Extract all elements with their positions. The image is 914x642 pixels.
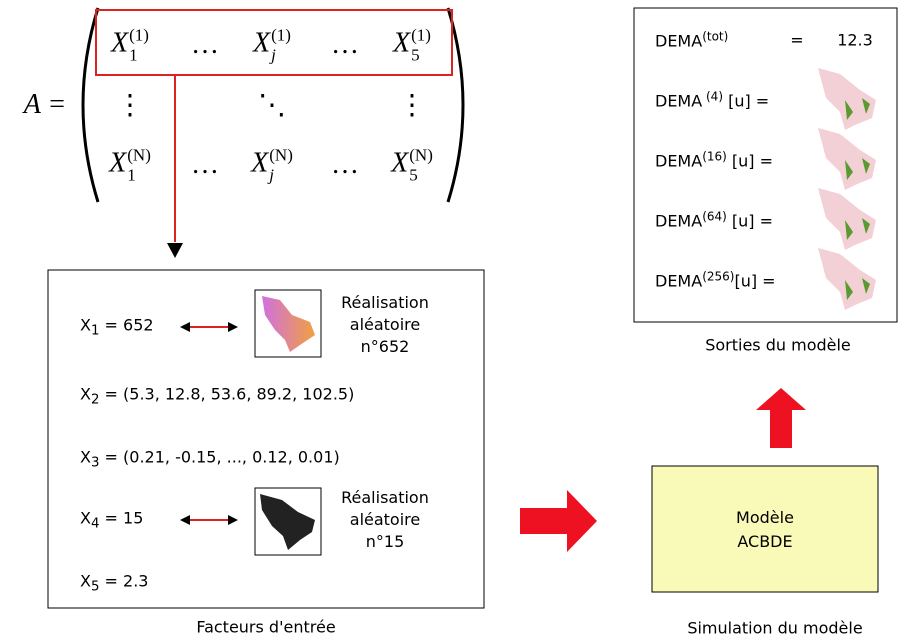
entry-indices: (1)j (271, 25, 291, 64)
factor-name: X (80, 571, 91, 590)
entry-sub: 1 (127, 165, 151, 185)
entry-sub: 5 (411, 45, 431, 65)
matrix-entry: X(N)1 (109, 145, 151, 184)
matrix-dots: … (191, 149, 219, 181)
output-exponent: (256) (702, 269, 734, 283)
entry-sup: (N) (127, 145, 151, 165)
entry-indices: (N)5 (409, 145, 433, 184)
output-value: 12.3 (837, 31, 873, 50)
input-factor: X4 = 15 (80, 508, 143, 531)
matrix-dots: … (191, 29, 219, 61)
output-exponent: (16) (702, 149, 727, 163)
model-label-line: ACBDE (736, 530, 794, 554)
entry-indices: (1)5 (411, 25, 431, 64)
model-caption: Simulation du modèle (687, 619, 862, 638)
entry-sub: 5 (409, 165, 433, 185)
entry-sup: (N) (409, 145, 433, 165)
image-label-line: aléatoire (341, 314, 429, 336)
entry-base: X (111, 27, 128, 58)
image-label-line: n°15 (341, 531, 429, 553)
matrix-entry: X(1)j (253, 25, 291, 64)
output-unit: [u] = (734, 272, 775, 291)
factor-value: = 2.3 (99, 571, 148, 590)
factor-name: X (80, 508, 91, 527)
factor-name: X (80, 447, 91, 466)
matrix-dots: ⋱ (258, 88, 286, 122)
output-row: DEMA(tot) (655, 29, 728, 50)
image-label-line: aléatoire (341, 509, 429, 531)
matrix-lhs: A = (24, 89, 67, 121)
output-unit: [u] = (727, 212, 773, 231)
output-row: DEMA(16) [u] = (655, 149, 773, 170)
matrix-dots: ⋮ (116, 88, 144, 122)
output-name: DEMA (655, 272, 702, 291)
output-name: DEMA (655, 212, 702, 231)
factor-name: X (80, 315, 91, 334)
output-row: DEMA(256)[u] = (655, 269, 776, 290)
entry-sub: j (271, 45, 291, 65)
up-arrow (756, 388, 806, 448)
factor-name: X (80, 384, 91, 403)
entry-sub: j (269, 165, 293, 185)
double-arrow (180, 515, 238, 525)
input-factor: X1 = 652 (80, 315, 154, 338)
output-exponent: (4) (702, 89, 723, 103)
outputs-caption: Sorties du modèle (705, 336, 851, 355)
input-factor: X2 = (5.3, 12.8, 53.6, 89.2, 102.5) (80, 384, 354, 407)
right-arrow (520, 490, 597, 552)
image-label-line: n°652 (341, 336, 429, 358)
entry-indices: (N)j (269, 145, 293, 184)
matrix-entry: X(N)5 (391, 145, 433, 184)
output-name: DEMA (655, 152, 702, 171)
matrix-dots: … (331, 29, 359, 61)
input-factor: X3 = (0.21, -0.15, ..., 0.12, 0.01) (80, 447, 340, 470)
matrix-dots: ⋮ (398, 88, 426, 122)
output-equals: = (790, 31, 803, 50)
output-name: DEMA (655, 92, 702, 111)
matrix-entry: X(1)1 (111, 25, 149, 64)
arrow-head (167, 243, 183, 258)
entry-indices: (N)1 (127, 145, 151, 184)
entry-base: X (109, 147, 126, 178)
matrix-entry: X(1)5 (393, 25, 431, 64)
output-name: DEMA (655, 32, 702, 51)
input-factor: X5 = 2.3 (80, 571, 148, 594)
double-arrow (180, 322, 238, 332)
entry-sub: 1 (129, 45, 149, 65)
entry-sup: (1) (271, 25, 291, 45)
entry-sup: (N) (269, 145, 293, 165)
entry-base: X (391, 147, 408, 178)
matrix-dots: … (331, 149, 359, 181)
output-unit: [u] = (723, 92, 769, 111)
matrix-entry: X(N)j (251, 145, 293, 184)
page: A =X(1)1…X(1)j…X(1)5⋮⋱⋮X(N)1…X(N)j…X(N)5… (0, 0, 914, 642)
image-label-line: Réalisation (341, 292, 429, 314)
factor-value: = 652 (99, 315, 153, 334)
factor-value: = 15 (99, 508, 143, 527)
image-label-line: Réalisation (341, 487, 429, 509)
matrix-paren-right (448, 8, 463, 202)
inputs-caption: Facteurs d'entrée (196, 618, 335, 637)
output-exponent: (64) (702, 209, 727, 223)
output-exponent: (tot) (702, 29, 728, 43)
output-row: DEMA (4) [u] = (655, 89, 769, 110)
entry-base: X (253, 27, 270, 58)
entry-base: X (251, 147, 268, 178)
entry-sup: (1) (411, 25, 431, 45)
factor-value: = (0.21, -0.15, ..., 0.12, 0.01) (99, 447, 339, 466)
entry-indices: (1)1 (129, 25, 149, 64)
entry-sup: (1) (129, 25, 149, 45)
output-row: DEMA(64) [u] = (655, 209, 773, 230)
output-unit: [u] = (727, 152, 773, 171)
model-label-line: Modèle (736, 506, 794, 530)
factor-value: = (5.3, 12.8, 53.6, 89.2, 102.5) (99, 384, 354, 403)
entry-base: X (393, 27, 410, 58)
